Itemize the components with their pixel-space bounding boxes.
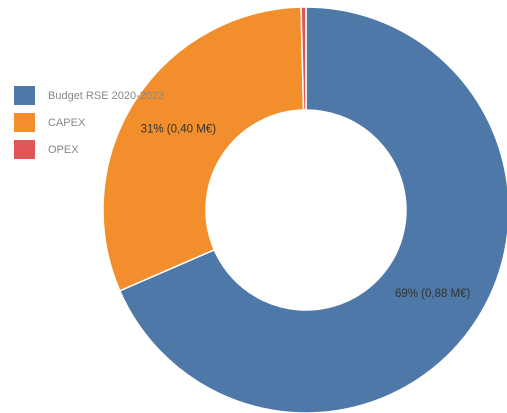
data-label-small: 31% (0,40 M€) [141, 123, 217, 135]
data-label-large: 69% (0,88 M€) [395, 288, 471, 300]
legend-swatch-budget [14, 86, 35, 105]
data-labels: 69% (0,88 M€) 31% (0,40 M€) [141, 123, 471, 300]
slice-budget-blue[interactable] [118, 6, 507, 413]
legend-swatch-capex [14, 113, 35, 132]
legend-item-capex[interactable]: CAPEX [14, 113, 164, 132]
legend-item-budget[interactable]: Budget RSE 2020-2023 [14, 86, 164, 105]
legend-item-opex[interactable]: OPEX [14, 140, 164, 159]
legend-swatch-opex [14, 140, 35, 159]
legend-label-capex: CAPEX [48, 116, 86, 129]
slice-capex-orange[interactable] [102, 6, 305, 292]
slice-opex-red[interactable] [300, 6, 307, 111]
donut-slices [102, 6, 507, 413]
legend-label-budget: Budget RSE 2020-2023 [48, 89, 165, 102]
legend-label-opex: OPEX [48, 143, 79, 156]
chart-legend: Budget RSE 2020-2023 CAPEX OPEX [14, 86, 164, 167]
